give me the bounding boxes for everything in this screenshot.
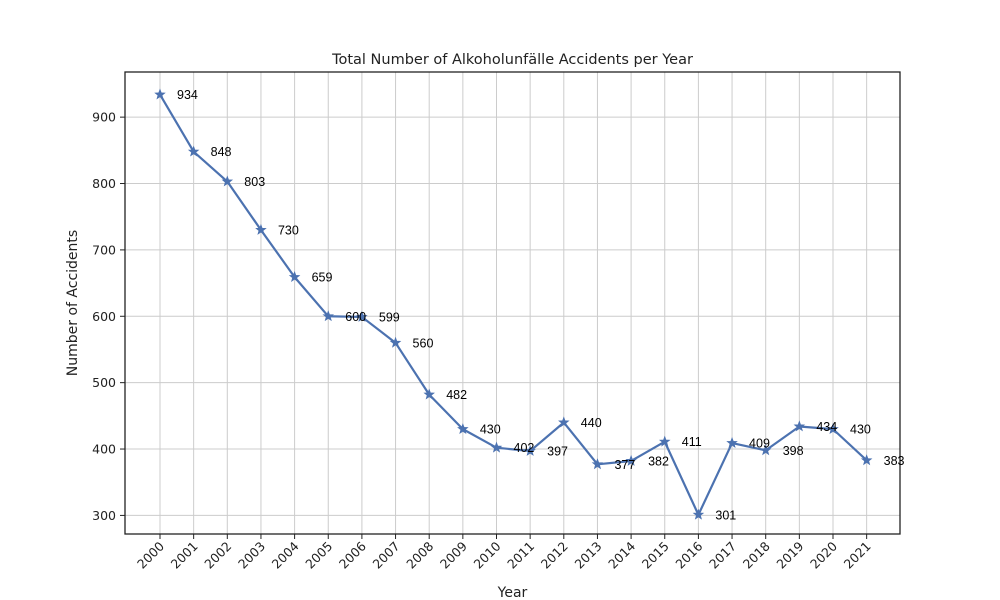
y-axis: 300 400 500 600 700 800 900 bbox=[92, 110, 125, 523]
x-tick-label: 2021 bbox=[841, 539, 874, 572]
data-point bbox=[658, 435, 671, 447]
x-tick-label: 2018 bbox=[740, 538, 773, 571]
data-label: 482 bbox=[446, 388, 467, 402]
x-tick-label: 2019 bbox=[773, 538, 806, 571]
data-label: 848 bbox=[211, 145, 232, 159]
x-tick-label: 2015 bbox=[639, 539, 672, 572]
x-tick-label: 2008 bbox=[403, 538, 436, 571]
y-tick-label: 300 bbox=[92, 508, 116, 523]
x-axis: 2000 2001 2002 2003 2004 2005 2006 2007 2008 2009… bbox=[134, 534, 874, 572]
data-label: 382 bbox=[648, 454, 669, 468]
data-label: 659 bbox=[312, 271, 333, 285]
plot-frame bbox=[124, 71, 901, 535]
data-point bbox=[827, 423, 839, 435]
data-point bbox=[255, 223, 267, 235]
x-tick-label: 2016 bbox=[672, 538, 705, 571]
data-point bbox=[221, 175, 234, 187]
y-tick-label: 500 bbox=[92, 375, 116, 390]
data-point bbox=[423, 388, 435, 400]
series-line bbox=[159, 94, 868, 516]
data-point bbox=[288, 271, 301, 283]
x-tick-label: 2002 bbox=[201, 539, 234, 572]
x-tick-label: 2001 bbox=[168, 539, 201, 572]
x-tick-label: 2003 bbox=[235, 539, 268, 572]
data-point bbox=[558, 416, 570, 428]
data-label: 434 bbox=[816, 420, 837, 434]
data-point bbox=[457, 423, 469, 435]
data-label: 409 bbox=[749, 437, 770, 451]
x-tick-label: 2013 bbox=[571, 539, 604, 572]
data-label: 803 bbox=[244, 175, 265, 189]
data-point bbox=[389, 336, 402, 348]
data-label: 397 bbox=[547, 445, 568, 459]
x-axis-label: Year bbox=[497, 585, 528, 600]
data-point bbox=[356, 310, 368, 322]
data-label: 600 bbox=[345, 310, 366, 324]
y-tick-label: 800 bbox=[92, 176, 116, 191]
x-tick-label: 2004 bbox=[269, 538, 302, 571]
y-tick-label: 700 bbox=[92, 242, 116, 257]
x-tick-label: 2020 bbox=[807, 538, 840, 571]
data-label: 934 bbox=[177, 88, 198, 102]
data-point bbox=[759, 444, 772, 456]
y-tick-label: 400 bbox=[92, 442, 116, 457]
chart-title: Total Number of Alkoholunfälle Accidents… bbox=[331, 52, 693, 68]
data-label: 377 bbox=[614, 458, 635, 472]
grid bbox=[125, 72, 900, 534]
data-point bbox=[524, 444, 536, 456]
data-point bbox=[625, 454, 637, 466]
series-layer bbox=[154, 88, 873, 520]
x-tick-label: 2010 bbox=[471, 538, 504, 571]
x-tick-label: 2005 bbox=[302, 539, 335, 572]
data-point bbox=[490, 441, 503, 453]
data-label: 383 bbox=[884, 454, 905, 468]
data-point bbox=[860, 454, 873, 466]
y-tick-label: 900 bbox=[92, 110, 116, 125]
x-tick-label: 2012 bbox=[538, 539, 571, 572]
x-tick-label: 2011 bbox=[504, 539, 537, 572]
data-label: 440 bbox=[581, 416, 602, 430]
x-tick-label: 2000 bbox=[134, 538, 167, 571]
data-label: 599 bbox=[379, 310, 400, 324]
data-point bbox=[726, 437, 738, 448]
x-tick-label: 2006 bbox=[336, 538, 369, 571]
data-label: 402 bbox=[514, 441, 535, 455]
data-point bbox=[154, 88, 166, 100]
x-tick-label: 2017 bbox=[706, 539, 739, 572]
data-point bbox=[187, 145, 200, 157]
y-tick-label: 600 bbox=[92, 309, 116, 324]
data-label: 430 bbox=[480, 423, 501, 437]
data-label: 430 bbox=[850, 423, 871, 437]
data-point bbox=[591, 458, 604, 470]
x-tick-label: 2009 bbox=[437, 538, 470, 571]
data-label: 301 bbox=[715, 508, 736, 522]
data-label: 560 bbox=[413, 336, 434, 350]
data-point bbox=[793, 420, 806, 432]
y-axis-label: Number of Accidents bbox=[65, 230, 81, 376]
x-tick-label: 2014 bbox=[605, 538, 638, 571]
data-label: 398 bbox=[783, 444, 804, 458]
data-labels: 934 848 803 730 659 600 599 560 482 430 402 397 440 3… bbox=[177, 88, 905, 522]
data-point bbox=[692, 508, 705, 520]
x-tick-label: 2007 bbox=[370, 539, 403, 572]
data-label: 730 bbox=[278, 223, 299, 237]
data-label: 411 bbox=[682, 435, 702, 449]
data-point bbox=[322, 310, 335, 322]
